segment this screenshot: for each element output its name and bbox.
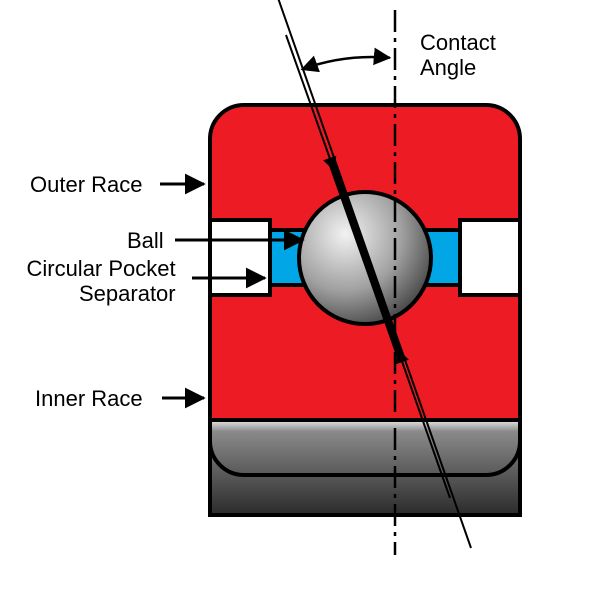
label-contact-angle-l1: Contact xyxy=(420,30,496,55)
label-outer-race: Outer Race xyxy=(30,172,143,197)
label-separator-l1: Circular Pocket xyxy=(26,256,175,281)
label-contact-angle: Contact Angle xyxy=(420,30,496,81)
label-separator-l2: Separator xyxy=(79,281,176,306)
label-contact-angle-l2: Angle xyxy=(420,55,476,80)
label-inner-race: Inner Race xyxy=(35,386,143,411)
inner-race-base xyxy=(210,420,520,515)
label-separator: Circular Pocket Separator xyxy=(17,256,176,307)
label-ball: Ball xyxy=(127,228,164,253)
contact-angle-arc xyxy=(302,57,390,69)
